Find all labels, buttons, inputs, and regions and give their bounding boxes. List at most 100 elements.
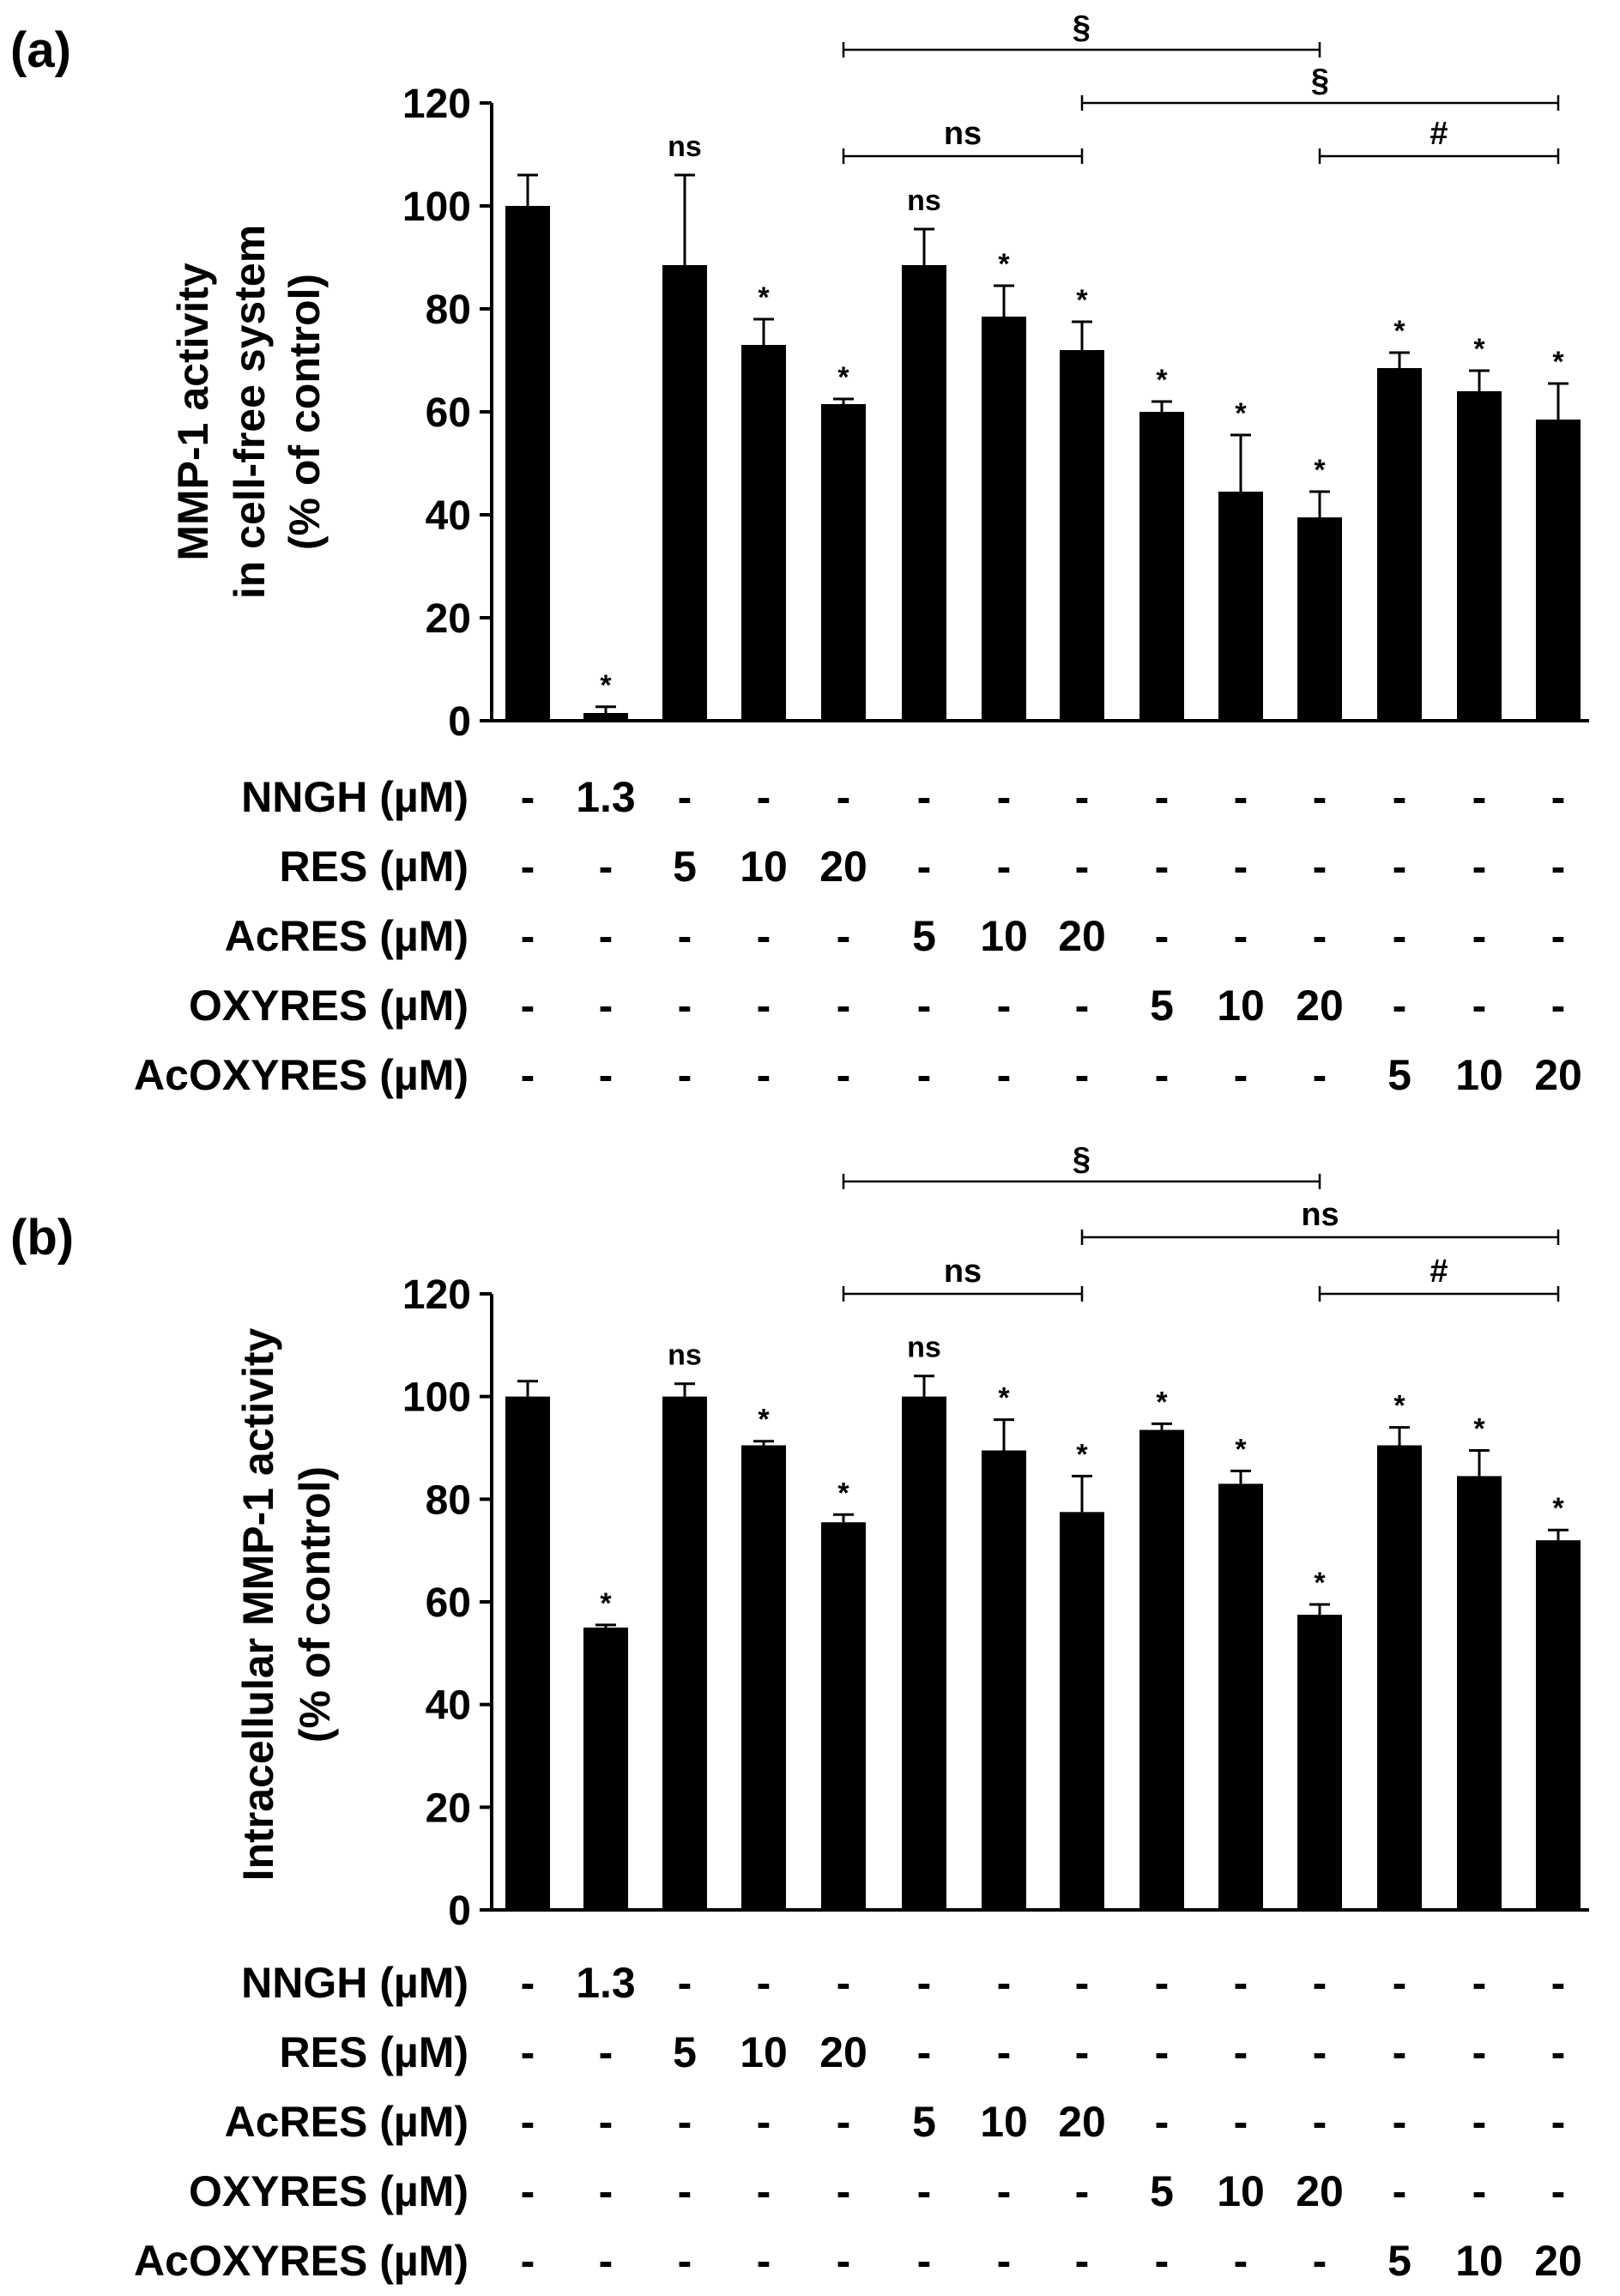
condition-value: - <box>521 2098 535 2146</box>
bar <box>1457 391 1502 721</box>
y-tick-label: 80 <box>426 1477 471 1523</box>
condition-value: 10 <box>740 843 788 891</box>
condition-value: - <box>678 2167 692 2215</box>
condition-value: 5 <box>912 912 936 960</box>
condition-value: - <box>1234 843 1248 891</box>
condition-value: - <box>1075 2028 1090 2076</box>
condition-label-res-m: RES (µM) <box>280 843 468 891</box>
y-tick-label: 20 <box>426 596 471 642</box>
panel-label: (a) <box>10 22 71 78</box>
condition-value: - <box>1234 2028 1248 2076</box>
condition-value: - <box>1551 1959 1566 2007</box>
condition-value: - <box>1313 1051 1327 1099</box>
bar <box>741 1445 786 1910</box>
condition-value: 5 <box>912 2098 936 2146</box>
condition-value: 10 <box>1217 2167 1265 2215</box>
condition-value: - <box>917 773 932 821</box>
condition-value: - <box>678 2098 692 2146</box>
condition-value: - <box>1551 843 1566 891</box>
y-tick-label: 120 <box>402 1272 471 1318</box>
condition-value: - <box>1234 2098 1248 2146</box>
condition-value: - <box>757 1959 771 2007</box>
condition-label-acres-m: AcRES (µM) <box>225 912 468 960</box>
condition-value: - <box>837 773 851 821</box>
bar <box>821 1522 866 1910</box>
condition-label-oxyres-m: OXYRES (µM) <box>189 982 468 1030</box>
condition-value: - <box>521 2028 535 2076</box>
bar <box>1377 368 1422 721</box>
panel-a: (a) 0 20 40 60 80 100 120 MMP-1 activity in cell-… <box>10 9 1589 1099</box>
condition-value: - <box>1393 982 1407 1030</box>
condition-value: - <box>997 982 1012 1030</box>
condition-value: - <box>1551 982 1566 1030</box>
condition-value: - <box>1234 2237 1248 2285</box>
condition-value: - <box>1393 2028 1407 2076</box>
condition-value: - <box>1234 1051 1248 1099</box>
condition-value: 10 <box>1455 1051 1503 1099</box>
significance-label: * <box>1473 333 1485 366</box>
y-tick-label: 100 <box>402 1375 471 1421</box>
condition-value: - <box>521 773 535 821</box>
bracket-label: # <box>1430 1254 1448 1290</box>
significance-label: * <box>1393 1390 1405 1423</box>
condition-value: - <box>599 2098 614 2146</box>
significance-label: * <box>837 1477 849 1509</box>
bar <box>1377 1445 1422 1910</box>
condition-value: - <box>757 2237 771 2285</box>
condition-value: - <box>1551 2028 1566 2076</box>
condition-value: - <box>521 843 535 891</box>
condition-value: - <box>1472 1959 1487 2007</box>
condition-value: - <box>521 982 535 1030</box>
significance-label: * <box>1473 1412 1485 1445</box>
bar <box>1139 412 1184 721</box>
condition-value: - <box>997 843 1012 891</box>
significance-label: * <box>758 1404 770 1436</box>
condition-label-acres-m: AcRES (µM) <box>225 2098 468 2146</box>
condition-value: 5 <box>673 2028 697 2076</box>
condition-value: - <box>757 1051 771 1099</box>
significance-label: * <box>1076 284 1088 317</box>
bar <box>982 317 1026 721</box>
condition-value: 20 <box>1534 2237 1582 2285</box>
y-axis-label: Intracellular MMP-1 activity <box>234 1327 282 1881</box>
condition-value: - <box>678 773 692 821</box>
condition-value: - <box>1472 2167 1487 2215</box>
significance-label: * <box>1552 346 1564 378</box>
condition-value: - <box>1313 2098 1327 2146</box>
y-tick-label: 60 <box>426 1580 471 1626</box>
significance-label: * <box>1156 1386 1168 1418</box>
condition-value: - <box>599 982 614 1030</box>
condition-value: - <box>1155 912 1170 960</box>
significance-label: * <box>1156 364 1168 396</box>
bar <box>583 1627 628 1910</box>
condition-value: 1.3 <box>576 1959 636 2007</box>
bar <box>1457 1476 1502 1910</box>
condition-value: - <box>837 912 851 960</box>
significance-label: * <box>998 248 1010 281</box>
condition-value: - <box>1472 982 1487 1030</box>
condition-value: - <box>1472 773 1487 821</box>
condition-value: - <box>1313 843 1327 891</box>
y-tick-label: 120 <box>402 82 471 127</box>
bar <box>1218 492 1263 721</box>
condition-value: 20 <box>1058 2098 1106 2146</box>
condition-value: - <box>1393 2098 1407 2146</box>
condition-value: - <box>1234 773 1248 821</box>
condition-value: - <box>1075 2167 1090 2215</box>
bar <box>1536 420 1581 721</box>
condition-value: 5 <box>1150 2167 1174 2215</box>
condition-value: 20 <box>1058 912 1106 960</box>
condition-value: - <box>757 773 771 821</box>
significance-label: * <box>600 1587 612 1620</box>
condition-value: - <box>1075 773 1090 821</box>
bar <box>1536 1540 1581 1910</box>
condition-value: - <box>599 843 614 891</box>
condition-value: - <box>757 2098 771 2146</box>
significance-label: ns <box>668 130 702 163</box>
condition-value: - <box>1155 1959 1170 2007</box>
y-tick-label: 40 <box>426 493 471 539</box>
bar <box>505 1396 550 1910</box>
condition-value: - <box>678 982 692 1030</box>
significance-label: * <box>1393 315 1405 347</box>
y-tick-label: 0 <box>448 1888 471 1934</box>
